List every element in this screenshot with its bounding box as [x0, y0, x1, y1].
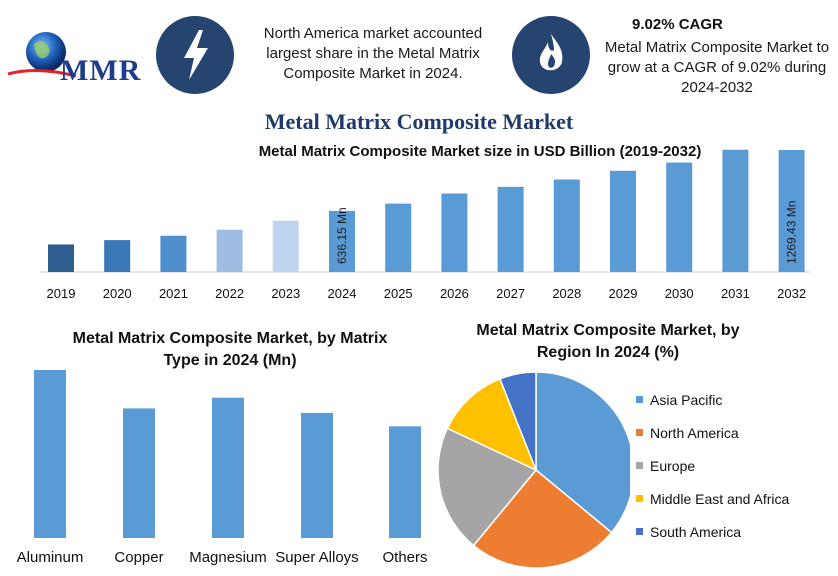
- x-tick-label: 2021: [159, 286, 188, 301]
- x-tick-label: 2026: [440, 286, 469, 301]
- region-pie-chart: [437, 371, 630, 569]
- legend-label: South America: [650, 523, 742, 540]
- x-tick-label: 2024: [328, 286, 357, 301]
- chart-2-title: Metal Matrix Composite Market, by Matrix…: [72, 330, 388, 369]
- x-tick-label: 2022: [215, 286, 244, 301]
- legend-label: Middle East and Africa: [650, 490, 790, 507]
- x-tick-label: Copper: [114, 549, 163, 566]
- bar-2026: [441, 193, 468, 272]
- legend-swatch: [636, 429, 643, 436]
- x-tick-label: 2020: [103, 286, 132, 301]
- x-tick-label: 2028: [552, 286, 581, 301]
- x-tick-label: 2031: [721, 286, 750, 301]
- bar-2027: [497, 186, 524, 272]
- legend-label: Europe: [650, 457, 696, 474]
- bar-2030: [666, 162, 693, 272]
- lightning-bolt-icon: [184, 30, 208, 80]
- lightning-circle: [156, 16, 234, 94]
- bar-2021: [160, 235, 187, 272]
- x-tick-label: Magnesium: [189, 549, 267, 566]
- flame-circle: [512, 16, 590, 94]
- pie-slice-middle-east-and-africa: [446, 377, 538, 472]
- chart-1-title: Metal Matrix Composite Market size in US…: [258, 143, 702, 160]
- page-title: Metal Matrix Composite Market: [264, 109, 574, 134]
- pie-legend: Asia Pacific North America Europe Middle Ea…: [636, 383, 789, 548]
- legend-swatch: [636, 495, 643, 502]
- cagr-title: 9.02% CAGR: [632, 16, 723, 33]
- chart-3-title: Metal Matrix Composite Market, by Region…: [476, 322, 740, 361]
- x-tick-label: 2032: [777, 286, 806, 301]
- legend-swatch: [636, 528, 643, 535]
- bar-2022: [216, 229, 243, 272]
- x-tick-label: 2023: [271, 286, 300, 301]
- legend-label: North America: [650, 424, 739, 441]
- market-size-bar-chart: 2019 2020 2021 2022 2023 2024 636.15 Mn 2025 202…: [40, 149, 810, 301]
- x-tick-label: 2025: [384, 286, 413, 301]
- info-box-2-text: Metal Matrix Composite Market to grow at…: [604, 39, 830, 96]
- legend-swatch: [636, 462, 643, 469]
- legend-item: Middle East and Africa: [636, 482, 789, 515]
- globe-icon: [7, 32, 77, 78]
- info-box-1-text: North America market accounted largest s…: [263, 25, 483, 82]
- matrix-type-bar-chart: Aluminum Copper Magnesium Super Alloys Other…: [17, 370, 428, 566]
- bar-aluminum: [34, 370, 66, 538]
- x-tick-label: 2029: [609, 286, 638, 301]
- data-label: 1269.43 Mn: [785, 201, 799, 264]
- legend-item: North America: [636, 416, 789, 449]
- bar-2031: [722, 149, 749, 272]
- pie-slice-asia-pacific: [535, 371, 630, 534]
- bar-2020: [104, 240, 131, 272]
- x-tick-label: 2027: [496, 286, 525, 301]
- bar-2023: [272, 220, 299, 272]
- legend-swatch: [636, 396, 643, 403]
- bar-others: [389, 426, 421, 538]
- legend-item: Europe: [636, 449, 789, 482]
- x-tick-label: Others: [382, 549, 427, 566]
- legend-item: Asia Pacific: [636, 383, 789, 416]
- flame-icon: [539, 34, 563, 71]
- bar-2032: [778, 150, 805, 272]
- logo: MMR: [6, 30, 146, 90]
- x-tick-label: Aluminum: [17, 549, 84, 566]
- pie-slice-europe: [437, 427, 538, 547]
- bar-copper: [123, 408, 155, 538]
- bar-2019: [48, 244, 74, 272]
- x-tick-label: 2030: [665, 286, 694, 301]
- bar-2028: [553, 179, 580, 272]
- pie-slice-south-america: [498, 371, 537, 471]
- x-tick-label: Super Alloys: [275, 549, 358, 566]
- bar-2029: [610, 170, 636, 272]
- bar-super-alloys: [301, 412, 333, 538]
- pie-slice-north-america: [472, 468, 613, 569]
- legend-item: South America: [636, 515, 789, 548]
- logo-text: MMR: [60, 54, 142, 87]
- x-tick-label: 2019: [47, 286, 76, 301]
- bar-2024: [329, 210, 355, 272]
- data-label: 636.15 Mn: [335, 207, 349, 264]
- legend-label: Asia Pacific: [650, 391, 723, 408]
- bar-2025: [385, 203, 412, 272]
- bar-magnesium: [212, 397, 244, 538]
